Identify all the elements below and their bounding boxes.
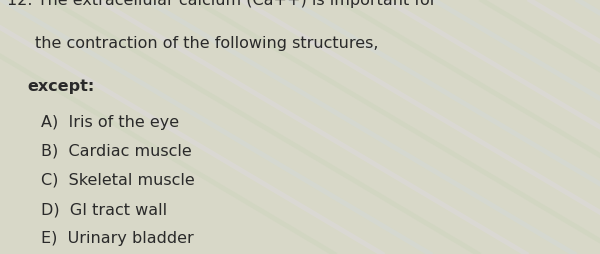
Text: E)  Urinary bladder: E) Urinary bladder	[41, 231, 194, 246]
Text: 12. The extracellular calcium (Ca++) is important for: 12. The extracellular calcium (Ca++) is …	[7, 0, 437, 8]
Text: A)  Iris of the eye: A) Iris of the eye	[41, 115, 179, 130]
Text: except:: except:	[27, 79, 94, 94]
Text: the contraction of the following structures,: the contraction of the following structu…	[35, 36, 379, 51]
Text: D)  GI tract wall: D) GI tract wall	[41, 202, 167, 217]
Text: C)  Skeletal muscle: C) Skeletal muscle	[41, 173, 194, 188]
Text: B)  Cardiac muscle: B) Cardiac muscle	[41, 144, 191, 159]
